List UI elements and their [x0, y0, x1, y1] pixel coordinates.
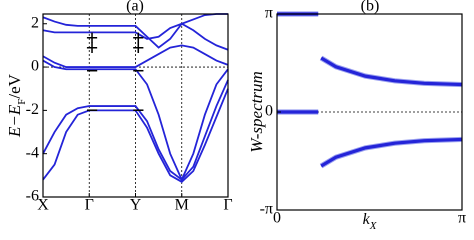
series-line	[42, 44, 229, 68]
annotation: +	[132, 35, 145, 60]
series-line	[320, 56, 463, 87]
y-tick-label: -6	[26, 188, 39, 205]
y-tick-label: -4	[26, 144, 39, 161]
series-line	[42, 59, 229, 182]
panel-title: (b)	[361, 0, 380, 15]
x-tick-label: Γ	[85, 197, 94, 214]
y-axis-label-part: −E	[5, 104, 24, 126]
y-axis-label-part: F	[16, 99, 28, 105]
y-tick-label: -2	[26, 101, 39, 118]
y-tick-label: 2	[31, 14, 39, 31]
x-axis-label: kX	[363, 211, 378, 231]
y-tick-label: 0	[265, 103, 273, 120]
annotation: +	[132, 25, 145, 50]
annotation: +	[86, 35, 99, 60]
y-axis-label: W-spectrum	[247, 71, 266, 153]
y-axis-label-part: E	[5, 126, 24, 138]
x-axis-label-part: X	[369, 220, 378, 231]
y-axis-label: E−EF/eV	[5, 73, 28, 138]
y-tick-label: π	[265, 5, 273, 22]
x-tick-label: X	[37, 197, 49, 214]
annotation: −	[132, 58, 145, 83]
series-line	[42, 22, 229, 51]
series-line	[320, 137, 463, 168]
x-axis-label-part: k	[363, 211, 371, 228]
y-tick-label: -π	[260, 201, 273, 218]
annotation: +	[86, 25, 99, 50]
annotation: −	[86, 98, 99, 123]
x-tick-label: 0	[273, 210, 281, 227]
x-tick-label: Γ	[223, 197, 232, 214]
x-tick-label: Y	[130, 197, 142, 214]
series-line	[42, 79, 229, 181]
y-tick-label: 0	[31, 58, 39, 75]
series-line	[42, 13, 228, 49]
y-axis-label-part: /eV	[5, 73, 24, 98]
series-line	[42, 88, 229, 183]
panel-title: (a)	[126, 0, 144, 15]
y-axis-label-part: W-spectrum	[247, 71, 266, 153]
annotation: −	[86, 58, 99, 83]
x-tick-label: M	[175, 197, 189, 214]
annotation: −	[132, 98, 145, 123]
x-tick-label: π	[458, 210, 466, 227]
